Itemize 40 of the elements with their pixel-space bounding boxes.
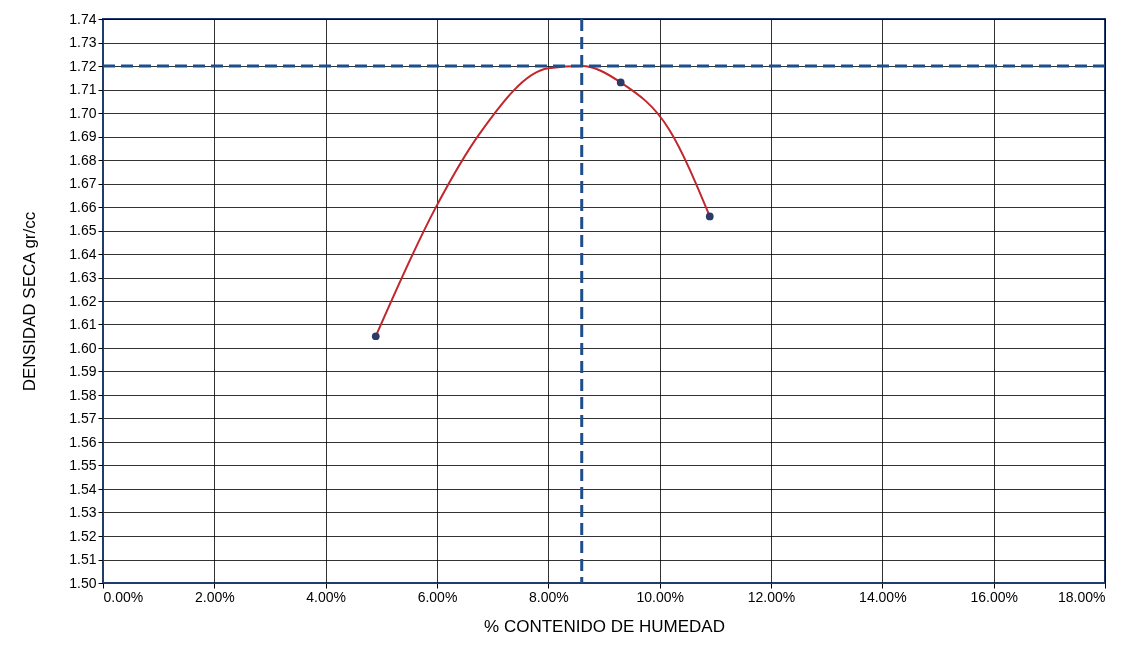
y-tick-label: 1.69	[69, 128, 97, 144]
x-tick-label: 14.00%	[859, 588, 907, 605]
y-tick-label: 1.66	[69, 198, 97, 215]
y-tick-label: 1.67	[69, 175, 97, 191]
y-tick-label: 1.53	[69, 504, 97, 520]
y-tick-label: 1.72	[69, 57, 97, 74]
y-tick-label: 1.73	[69, 34, 97, 50]
y-tick-label: 1.60	[69, 339, 97, 356]
y-tick-label: 1.64	[69, 245, 97, 262]
x-tick-label: 4.00%	[306, 588, 347, 605]
x-tick-label: 6.00%	[417, 588, 458, 605]
y-tick-label: 1.71	[69, 81, 97, 97]
x-tick-label: 8.00%	[528, 588, 569, 605]
x-tick-label: 10.00%	[636, 588, 684, 605]
point	[616, 78, 625, 87]
y-tick-label: 1.51	[69, 551, 97, 567]
x-tick-label: 18.00%	[1058, 588, 1106, 605]
x-tick-label: 12.00%	[747, 588, 796, 605]
y-tick-label: 1.61	[69, 316, 97, 332]
x-tick-label: 0.00%	[103, 588, 144, 605]
y-tick-label: 1.54	[69, 480, 97, 497]
y-axis-title: DENSIDAD SECA gr/cc	[20, 211, 40, 392]
point	[371, 332, 380, 341]
y-tick-label: 1.58	[69, 386, 97, 403]
y-tick-label: 1.62	[69, 292, 97, 309]
y-tick-label: 1.68	[69, 151, 97, 168]
y-tick-label: 1.57	[69, 410, 97, 426]
x-axis-title: % CONTENIDO DE HUMEDAD	[484, 616, 725, 636]
y-tick-label: 1.74	[69, 10, 97, 27]
x-tick-label: 16.00%	[970, 588, 1018, 605]
y-tick-label: 1.52	[69, 527, 97, 544]
point	[705, 212, 714, 221]
y-tick-label: 1.55	[69, 457, 97, 473]
y-tick-label: 1.56	[69, 433, 97, 450]
y-tick-label: 1.59	[69, 363, 97, 379]
y-tick-label: 1.63	[69, 269, 97, 285]
y-tick-label: 1.50	[69, 574, 97, 591]
y-tick-label: 1.70	[69, 104, 97, 121]
x-tick-label: 2.00%	[194, 588, 235, 605]
y-tick-label: 1.65	[69, 222, 97, 238]
